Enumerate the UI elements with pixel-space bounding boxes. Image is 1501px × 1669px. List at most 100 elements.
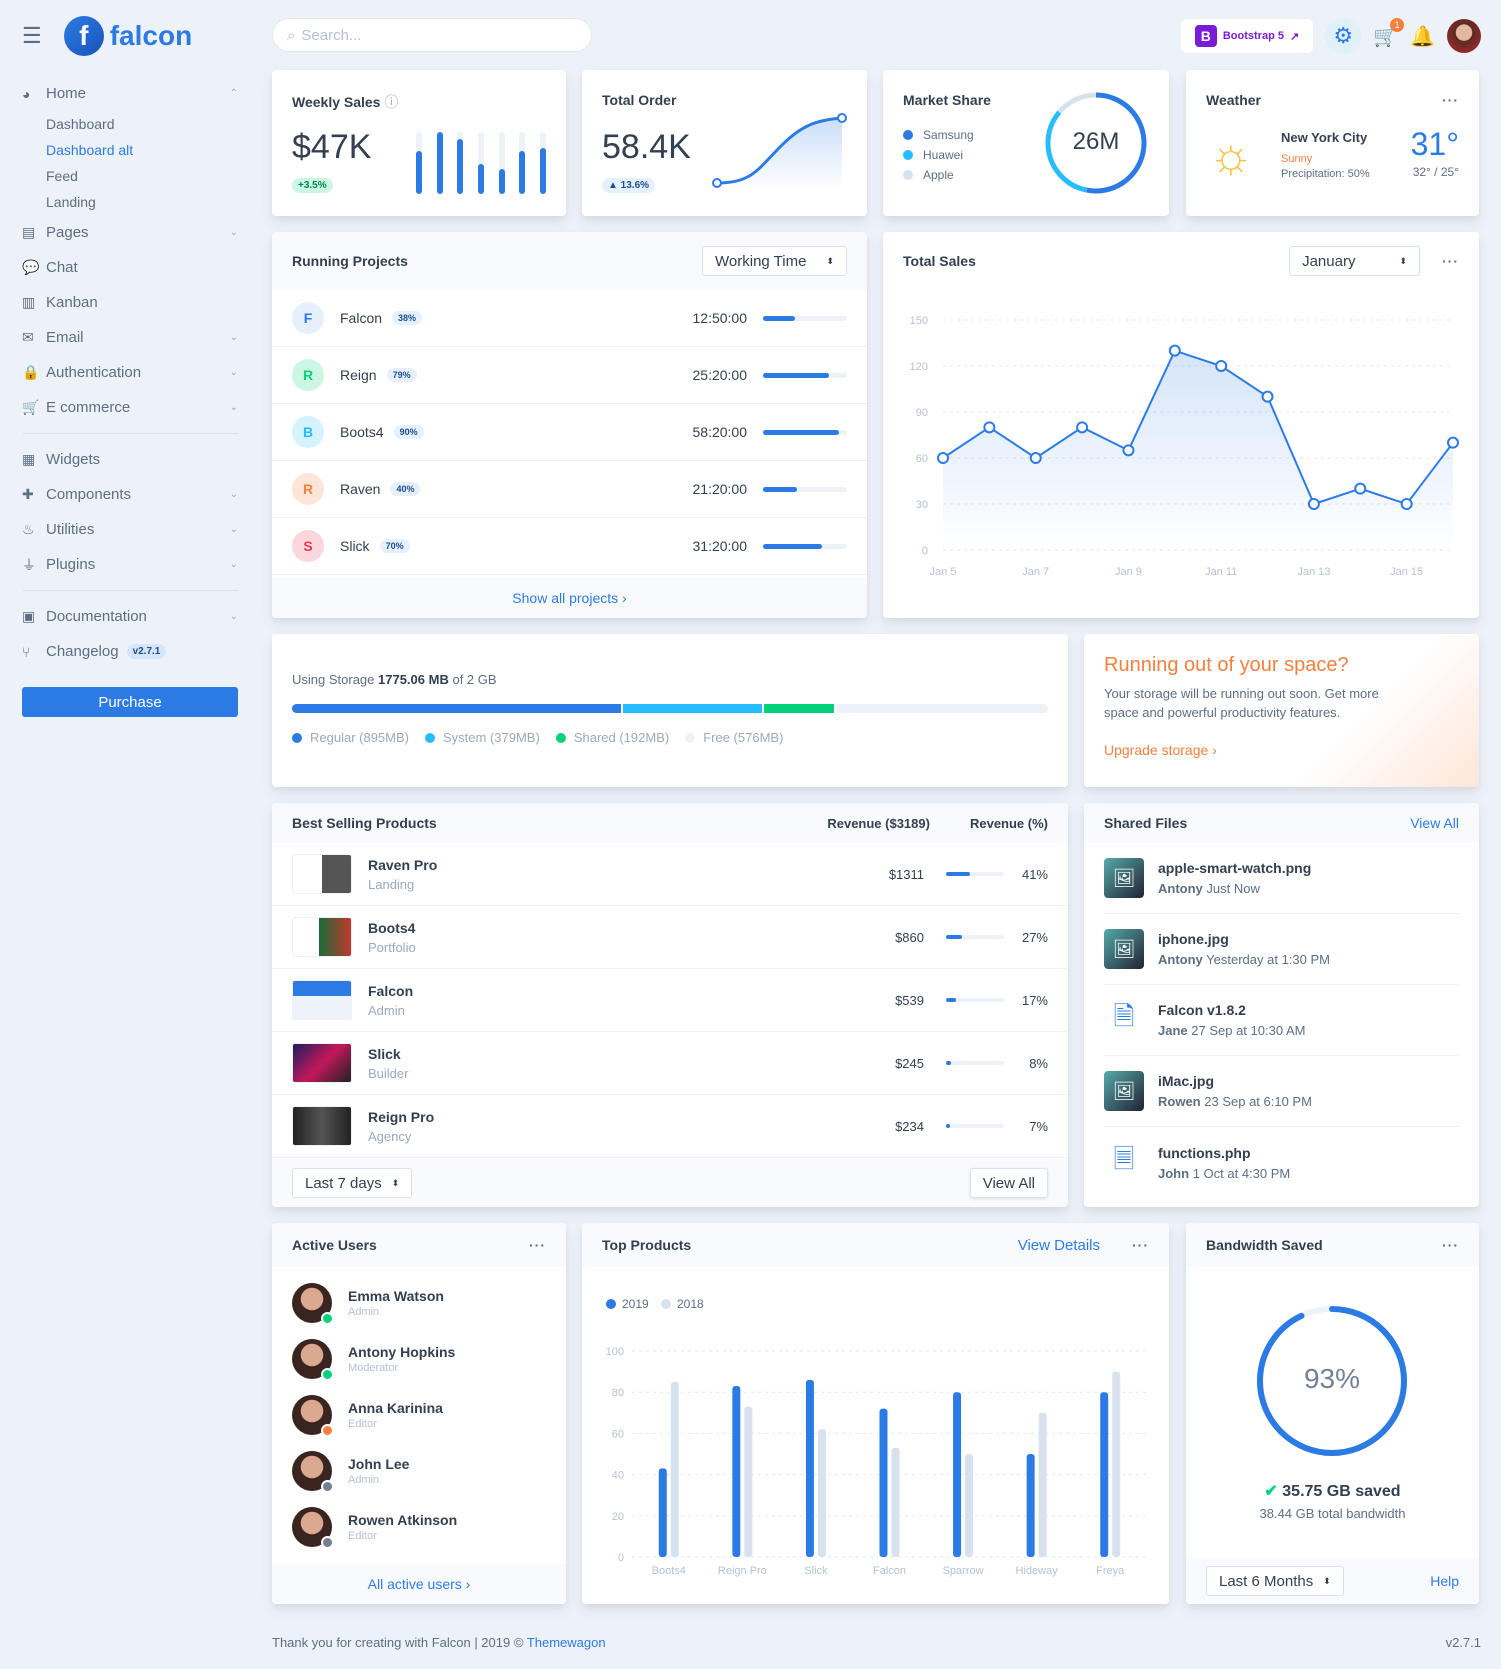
weekly-sales-value: $47K xyxy=(292,128,372,166)
upgrade-storage-link[interactable]: Upgrade storage › xyxy=(1104,742,1217,758)
sidebar-item-label: Home xyxy=(46,85,87,102)
product-name[interactable]: Falcon xyxy=(368,982,414,999)
file-row[interactable]: 🖼 iphone.jpg Antony Yesterday at 1:30 PM xyxy=(1104,914,1459,985)
file-name[interactable]: functions.php xyxy=(1158,1144,1251,1161)
sidebar-item-label: Authentication xyxy=(46,364,142,381)
user-name[interactable]: Rowen Atkinson xyxy=(348,1512,458,1528)
sidebar-item-widgets[interactable]: ▦ Widgets xyxy=(22,442,238,477)
more-options-icon[interactable]: ··· xyxy=(529,1237,546,1253)
sidebar-subitem-dashboard-alt[interactable]: Dashboard alt xyxy=(46,142,134,158)
user-name[interactable]: Antony Hopkins xyxy=(348,1344,456,1360)
cart-icon[interactable]: 🛒 1 xyxy=(1373,17,1405,49)
legend-dot xyxy=(903,150,913,160)
search-input[interactable]: ⌕ Search... xyxy=(272,18,592,52)
widgets-icon: ▦ xyxy=(22,451,36,467)
menu-toggle-icon[interactable]: ☰ xyxy=(22,23,42,48)
show-all-projects-link[interactable]: Show all projects › xyxy=(512,590,627,606)
sidebar-item-utilities[interactable]: ♨ Utilities ⌄ xyxy=(22,512,238,547)
sidebar-item-documentation[interactable]: ▣ Documentation ⌄ xyxy=(22,599,238,634)
view-details-link[interactable]: View Details xyxy=(1017,1236,1100,1254)
legend-label: Apple xyxy=(923,168,954,182)
help-link[interactable]: Help xyxy=(1430,1573,1459,1589)
falcon-logo-icon[interactable]: f xyxy=(63,16,104,56)
top-products-card: Top Products View Details ··· 2019 2018 0 20 4… xyxy=(582,1223,1169,1604)
sidebar-item-home[interactable]: ◕ Home ⌃ xyxy=(22,76,238,111)
bootstrap-5-link[interactable]: B Bootstrap 5 ↗ xyxy=(1180,19,1314,53)
bell-icon[interactable]: 🔔 xyxy=(1410,25,1435,48)
product-row[interactable]: Boots4 Portfolio $860 27% xyxy=(272,906,1068,969)
sidebar-item-chat[interactable]: 💬 Chat xyxy=(22,250,238,285)
user-name[interactable]: Anna Karinina xyxy=(348,1400,443,1416)
project-row[interactable]: B Boots4 90% 58:20:00 xyxy=(272,404,867,461)
bandwidth-total: 38.44 GB total bandwidth xyxy=(1259,1506,1406,1521)
month-select[interactable]: January ⬍ xyxy=(1289,246,1420,276)
user-row[interactable]: Emma Watson Admin xyxy=(292,1275,546,1331)
file-name[interactable]: iMac.jpg xyxy=(1158,1073,1215,1089)
project-name: Reign xyxy=(340,367,377,383)
product-row[interactable]: Reign Pro Agency $234 7% xyxy=(272,1095,1068,1158)
user-row[interactable]: Rowen Atkinson Editor xyxy=(292,1499,546,1555)
themewagon-link[interactable]: Themewagon xyxy=(526,1635,606,1650)
bar-2018 xyxy=(891,1447,900,1557)
user-avatar[interactable] xyxy=(1447,19,1481,53)
file-row[interactable]: 🖼 apple-smart-watch.png Antony Just Now xyxy=(1104,843,1459,914)
product-row[interactable]: Raven Pro Landing $1311 41% xyxy=(272,843,1068,906)
settings-gear-icon[interactable]: ⚙ xyxy=(1325,18,1362,54)
project-avatar: F xyxy=(292,302,324,334)
view-all-link[interactable]: View All xyxy=(1410,815,1459,831)
project-row[interactable]: F Falcon 38% 12:50:00 xyxy=(272,290,867,347)
user-name[interactable]: Emma Watson xyxy=(348,1288,444,1304)
sidebar-item-kanban[interactable]: ▥ Kanban xyxy=(22,285,238,320)
file-name[interactable]: Falcon v1.8.2 xyxy=(1158,1002,1246,1018)
view-all-button[interactable]: View All xyxy=(969,1168,1048,1198)
purchase-button[interactable]: Purchase xyxy=(22,687,238,717)
sidebar-item-email[interactable]: ✉ Email ⌄ xyxy=(22,320,238,355)
file-row[interactable]: 🖼 iMac.jpg Rowen 23 Sep at 6:10 PM xyxy=(1104,1056,1459,1127)
more-options-icon[interactable]: ··· xyxy=(1132,1237,1149,1253)
legend-dot xyxy=(685,732,696,743)
product-name[interactable]: Reign Pro xyxy=(368,1108,435,1125)
product-row[interactable]: Slick Builder $245 8% xyxy=(272,1032,1068,1095)
product-name[interactable]: Boots4 xyxy=(368,919,416,936)
storage-card: Using Storage 1775.06 MB of 2 GB Regular… xyxy=(272,634,1068,787)
brand-name[interactable]: falcon xyxy=(109,20,193,51)
project-row[interactable]: R Raven 40% 21:20:00 xyxy=(272,461,867,518)
more-options-icon[interactable]: ··· xyxy=(1442,1237,1459,1253)
all-active-users-link[interactable]: All active users › xyxy=(367,1576,471,1592)
help-icon[interactable]: ⓘ xyxy=(384,94,399,110)
progress-fill xyxy=(763,543,822,549)
project-row[interactable]: R Reign 79% 25:20:00 xyxy=(272,347,867,404)
sidebar-item-changelog[interactable]: ⑂ Changelog v2.7.1 xyxy=(22,634,238,669)
card-title: Weather xyxy=(1206,92,1261,108)
sidebar-item-pages[interactable]: ▤ Pages ⌄ xyxy=(22,215,238,250)
period-select[interactable]: Last 6 Months ⬍ xyxy=(1206,1566,1344,1596)
product-name[interactable]: Slick xyxy=(368,1045,401,1062)
user-name[interactable]: John Lee xyxy=(348,1456,410,1472)
file-row[interactable]: 🗏 functions.php John 1 Oct at 4:30 PM xyxy=(1104,1127,1459,1198)
file-name[interactable]: iphone.jpg xyxy=(1158,931,1229,947)
more-options-icon[interactable]: ··· xyxy=(1442,253,1459,269)
legend-dot xyxy=(661,1299,671,1309)
sidebar-item-e-commerce[interactable]: 🛒 E commerce ⌄ xyxy=(22,390,238,425)
product-thumbnail xyxy=(292,917,352,957)
more-options-icon[interactable]: ··· xyxy=(1442,92,1459,108)
sidebar-subitem-feed[interactable]: Feed xyxy=(46,168,78,184)
file-name[interactable]: apple-smart-watch.png xyxy=(1158,860,1312,876)
product-row[interactable]: Falcon Admin $539 17% xyxy=(272,969,1068,1032)
working-time-select[interactable]: Working Time ⬍ xyxy=(702,246,847,276)
user-row[interactable]: Antony Hopkins Moderator xyxy=(292,1331,546,1387)
file-row[interactable]: 🗎 Falcon v1.8.2 Jane 27 Sep at 10:30 AM xyxy=(1104,985,1459,1056)
sidebar-item-authentication[interactable]: 🔒 Authentication ⌄ xyxy=(22,355,238,390)
user-row[interactable]: John Lee Admin xyxy=(292,1443,546,1499)
sidebar-item-plugins[interactable]: ⏚ Plugins ⌄ xyxy=(22,547,238,582)
project-row[interactable]: S Slick 70% 31:20:00 xyxy=(272,518,867,575)
project-name: Slick xyxy=(340,538,370,554)
data-point xyxy=(1307,498,1320,510)
sidebar-item-components[interactable]: ✚ Components ⌄ xyxy=(22,477,238,512)
product-name[interactable]: Raven Pro xyxy=(368,856,438,873)
date-range-select[interactable]: Last 7 days ⬍ xyxy=(292,1168,413,1198)
image-icon: 🖼 xyxy=(1104,858,1144,898)
user-row[interactable]: Anna Karinina Editor xyxy=(292,1387,546,1443)
sidebar-subitem-landing[interactable]: Landing xyxy=(46,194,96,210)
sidebar-subitem-dashboard[interactable]: Dashboard xyxy=(46,116,115,132)
